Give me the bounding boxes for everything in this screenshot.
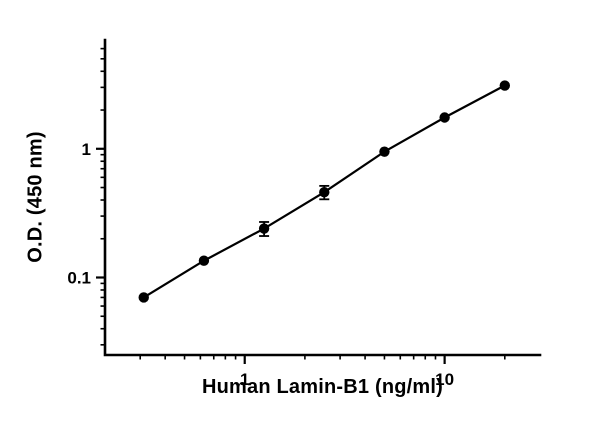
data-point	[258, 223, 270, 234]
data-point	[138, 292, 149, 303]
data-point	[198, 255, 210, 266]
y-tick-label: 0.1	[67, 269, 91, 288]
x-tick-label: 1	[240, 370, 249, 389]
y-axis-label: O.D. (450 nm)	[24, 131, 47, 263]
data-point	[319, 186, 330, 198]
x-tick-label: 10	[435, 370, 454, 389]
data-point	[439, 112, 450, 123]
axis-spines	[103, 38, 542, 357]
x-axis-label: Human Lamin-B1 (ng/ml)	[201, 376, 444, 398]
data-point	[379, 146, 390, 157]
y-tick-label: 1	[82, 140, 91, 159]
data-point	[499, 80, 510, 91]
